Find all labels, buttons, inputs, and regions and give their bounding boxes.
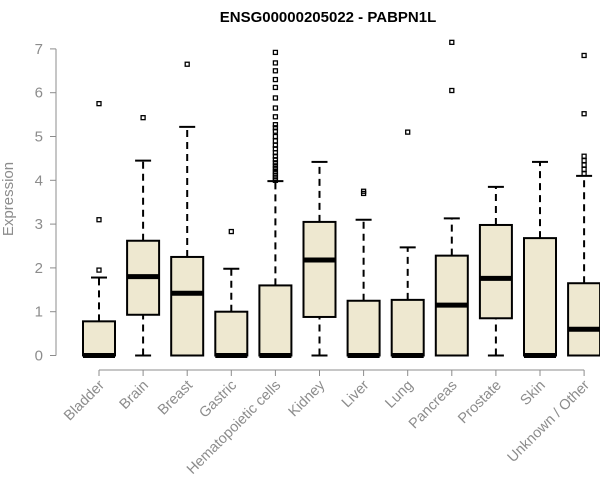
- outlier-point: [581, 153, 587, 159]
- outlier-point: [272, 105, 279, 111]
- outlier-point: [272, 138, 279, 144]
- outlier-point: [272, 114, 279, 120]
- box-lung: [390, 129, 425, 358]
- box-iqr: [390, 298, 425, 357]
- box-liver: [346, 188, 381, 358]
- x-tick-label-liver: Liver: [339, 377, 373, 411]
- outlier-point: [449, 87, 455, 94]
- box-bladder: [82, 101, 116, 358]
- x-tick-label-gastric: Gastric: [196, 378, 240, 422]
- outlier-point: [272, 163, 279, 169]
- x-tick-label-lung: Lung: [382, 378, 416, 412]
- box-iqr: [258, 284, 293, 357]
- y-tick-label: 6: [35, 85, 43, 102]
- y-tick-label: 7: [35, 41, 43, 58]
- x-tick-label-pancreas: Pancreas: [406, 378, 461, 433]
- box-iqr: [170, 255, 205, 357]
- outlier-point: [272, 160, 279, 166]
- outlier-point: [272, 76, 279, 83]
- outlier-point: [272, 84, 279, 91]
- box-iqr: [346, 299, 381, 357]
- x-tick-label-bladder: Bladder: [61, 377, 108, 424]
- outlier-point: [272, 60, 279, 66]
- y-tick-label: 4: [35, 172, 43, 189]
- outlier-point: [581, 162, 587, 168]
- box-pancreas: [434, 39, 469, 357]
- outlier-point: [96, 101, 102, 107]
- outlier-point: [581, 52, 587, 59]
- x-tick-label-unknown-other: Unknown / Other: [505, 377, 593, 465]
- y-tick-label: 3: [35, 216, 43, 233]
- outlier-point: [272, 122, 279, 128]
- x-tick-label-kidney: Kidney: [286, 377, 329, 420]
- box-iqr: [567, 282, 600, 357]
- box-brain: [126, 115, 161, 357]
- outlier-point: [272, 95, 279, 101]
- outlier-point: [184, 61, 190, 67]
- outlier-point: [228, 228, 234, 235]
- outlier-point: [581, 166, 587, 173]
- box-series: [82, 39, 600, 358]
- outlier-point: [272, 125, 279, 131]
- outlier-point: [449, 39, 455, 45]
- outlier-point: [360, 188, 367, 194]
- outlier-point: [581, 111, 587, 117]
- outlier-point: [96, 267, 102, 273]
- box-iqr: [302, 220, 337, 318]
- y-tick-label: 5: [35, 129, 43, 146]
- box-skin: [523, 160, 557, 358]
- outlier-point: [405, 129, 411, 135]
- outlier-point: [96, 217, 102, 223]
- outlier-point: [272, 168, 279, 175]
- outlier-point: [581, 171, 587, 177]
- outlier-point: [272, 49, 279, 56]
- outlier-point: [272, 133, 279, 140]
- box-hematopoietic-cells: [258, 49, 293, 358]
- box-gastric: [214, 228, 249, 358]
- y-axis: 0 1 2 3 4 5 6 7: [35, 41, 57, 365]
- y-tick-label: 1: [35, 304, 43, 321]
- box-breast: [170, 61, 205, 357]
- box-iqr: [214, 310, 249, 357]
- y-axis-label: Expression: [0, 162, 17, 236]
- box-kidney: [302, 160, 337, 357]
- box-prostate: [478, 185, 513, 357]
- outlier-point: [140, 115, 146, 121]
- box-iqr: [523, 237, 557, 357]
- x-tick-label-prostate: Prostate: [455, 378, 504, 427]
- box-iqr: [82, 320, 116, 357]
- outlier-point: [272, 68, 279, 74]
- box-iqr: [478, 223, 513, 320]
- x-tick-label-skin: Skin: [518, 378, 549, 409]
- x-tick-label-breast: Breast: [155, 378, 196, 419]
- y-tick-label: 2: [35, 260, 43, 277]
- outlier-point: [581, 157, 587, 164]
- x-tick-label-brain: Brain: [117, 378, 152, 413]
- chart-title: ENSG00000205022 - PABPN1L: [220, 9, 437, 26]
- outlier-point: [272, 142, 279, 148]
- box-unknown-other: [567, 52, 600, 357]
- y-tick-label: 0: [35, 348, 43, 365]
